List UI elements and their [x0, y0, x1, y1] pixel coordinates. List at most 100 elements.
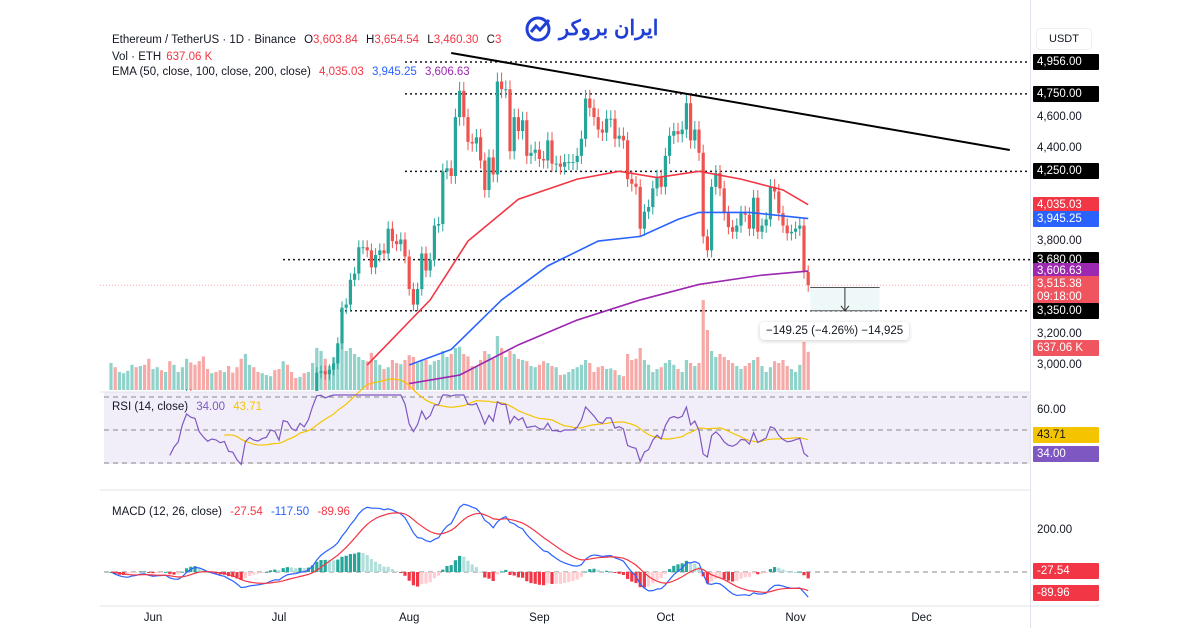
volume-bar [689, 363, 693, 390]
price-tick: 3,000.00 [1037, 358, 1082, 371]
candle [802, 225, 806, 273]
candle [550, 140, 554, 164]
macd-legend[interactable]: MACD (12, 26, close) -27.54 -117.50 -89.… [112, 506, 355, 518]
macd-histogram-bar [323, 559, 327, 572]
volume-bar [764, 372, 768, 390]
macd-histogram-bar [630, 572, 634, 582]
volume-legend[interactable]: Vol · ETH 637.06 K [112, 51, 217, 63]
macd-histogram-bar [554, 572, 558, 584]
candle [794, 228, 798, 232]
candle [697, 129, 701, 153]
macd-histogram-bar [651, 572, 655, 584]
candle [617, 135, 621, 139]
ema50-value: 4,035.03 [319, 66, 364, 78]
candle [390, 228, 394, 242]
ema50-line [366, 170, 809, 366]
rsi-ma-value: 43.71 [233, 401, 263, 413]
candle [554, 163, 558, 165]
candle [579, 138, 583, 156]
volume-bar [609, 368, 613, 390]
macd-histogram-bar [365, 555, 369, 572]
macd-histogram-bar [332, 560, 336, 572]
volume-bar [197, 361, 201, 390]
macd-histogram-bar [722, 572, 726, 580]
rsi-legend[interactable]: RSI (14, close) 34.00 43.71 [112, 401, 267, 413]
candle [491, 157, 495, 175]
macd-histogram-bar [495, 572, 499, 575]
candle [411, 289, 415, 305]
candle [449, 168, 453, 177]
macd-histogram-bar [567, 572, 571, 582]
candle [777, 191, 781, 214]
candle [680, 129, 684, 135]
volume-bar [290, 372, 294, 390]
candle [374, 255, 378, 268]
volume-bar [504, 357, 508, 390]
currency-unit-button[interactable]: USDT [1036, 28, 1092, 50]
candle [453, 117, 457, 177]
candle [395, 241, 399, 245]
volume-bar [361, 360, 365, 390]
volume-bar [533, 367, 537, 390]
volume-bar [357, 357, 361, 390]
price-pane [100, 52, 1030, 391]
volume-bar [756, 357, 760, 390]
candle [487, 157, 491, 190]
volume-bar [743, 366, 747, 390]
candle [672, 131, 676, 136]
volume-bar [567, 372, 571, 390]
volume-bar [420, 361, 424, 390]
volume-bar [596, 367, 600, 390]
macd-histogram-bar [689, 563, 693, 572]
macd-histogram-bar [374, 561, 378, 572]
macd-histogram-bar [273, 569, 277, 572]
time-tick: Dec [911, 612, 932, 624]
volume-bar [626, 354, 630, 390]
volume-bar [542, 361, 546, 390]
price-scale[interactable]: 4,600.00 4,400.00 3,800.00 3,200.00 3,000.00… [1030, 0, 1100, 628]
macd-histogram-bar [134, 572, 138, 573]
volume-bar [453, 348, 457, 390]
volume-bar [222, 372, 226, 390]
candle [722, 188, 726, 214]
candle [516, 117, 520, 132]
candle [546, 140, 550, 161]
macd-histogram-bar [193, 566, 197, 572]
candle [319, 371, 323, 373]
volume-bar [802, 342, 806, 390]
volume-bar [206, 369, 210, 390]
volume-bar [563, 374, 567, 390]
candle [336, 343, 340, 364]
volume-bar [621, 376, 625, 390]
volume-bar [760, 366, 764, 390]
symbol-legend[interactable]: Ethereum / TetherUS · 1D · Binance O3,60… [112, 34, 506, 46]
candle [605, 118, 609, 133]
macd-badge: -27.54 [1033, 562, 1099, 579]
volume-bar [546, 363, 550, 390]
candle [806, 272, 810, 286]
volume-bar [663, 363, 667, 390]
volume-bar [798, 364, 802, 390]
volume-bar [143, 364, 147, 390]
macd-histogram-bar [563, 572, 567, 583]
macd-histogram-bar [756, 572, 760, 575]
candle [651, 188, 655, 207]
logo: ایران بروکر [525, 14, 659, 42]
candle [403, 239, 407, 257]
macd-label: MACD (12, 26, close) [112, 506, 222, 518]
ema-legend[interactable]: EMA (50, close, 100, close, 200, close) … [112, 66, 475, 78]
volume-bar [474, 367, 478, 390]
price-tick: 4,600.00 [1037, 111, 1082, 124]
macd-histogram-bar [441, 569, 445, 572]
candle [365, 247, 369, 251]
volume-bar [735, 366, 739, 390]
macd-histogram-bar [143, 571, 147, 573]
price-badge: 4,750.00 [1033, 85, 1099, 102]
candle [785, 225, 789, 234]
candle [474, 137, 478, 144]
volume-value: 637.06 K [166, 51, 213, 63]
candle [428, 259, 432, 271]
ema100-line [408, 211, 809, 366]
macd-histogram-bar [600, 571, 604, 573]
